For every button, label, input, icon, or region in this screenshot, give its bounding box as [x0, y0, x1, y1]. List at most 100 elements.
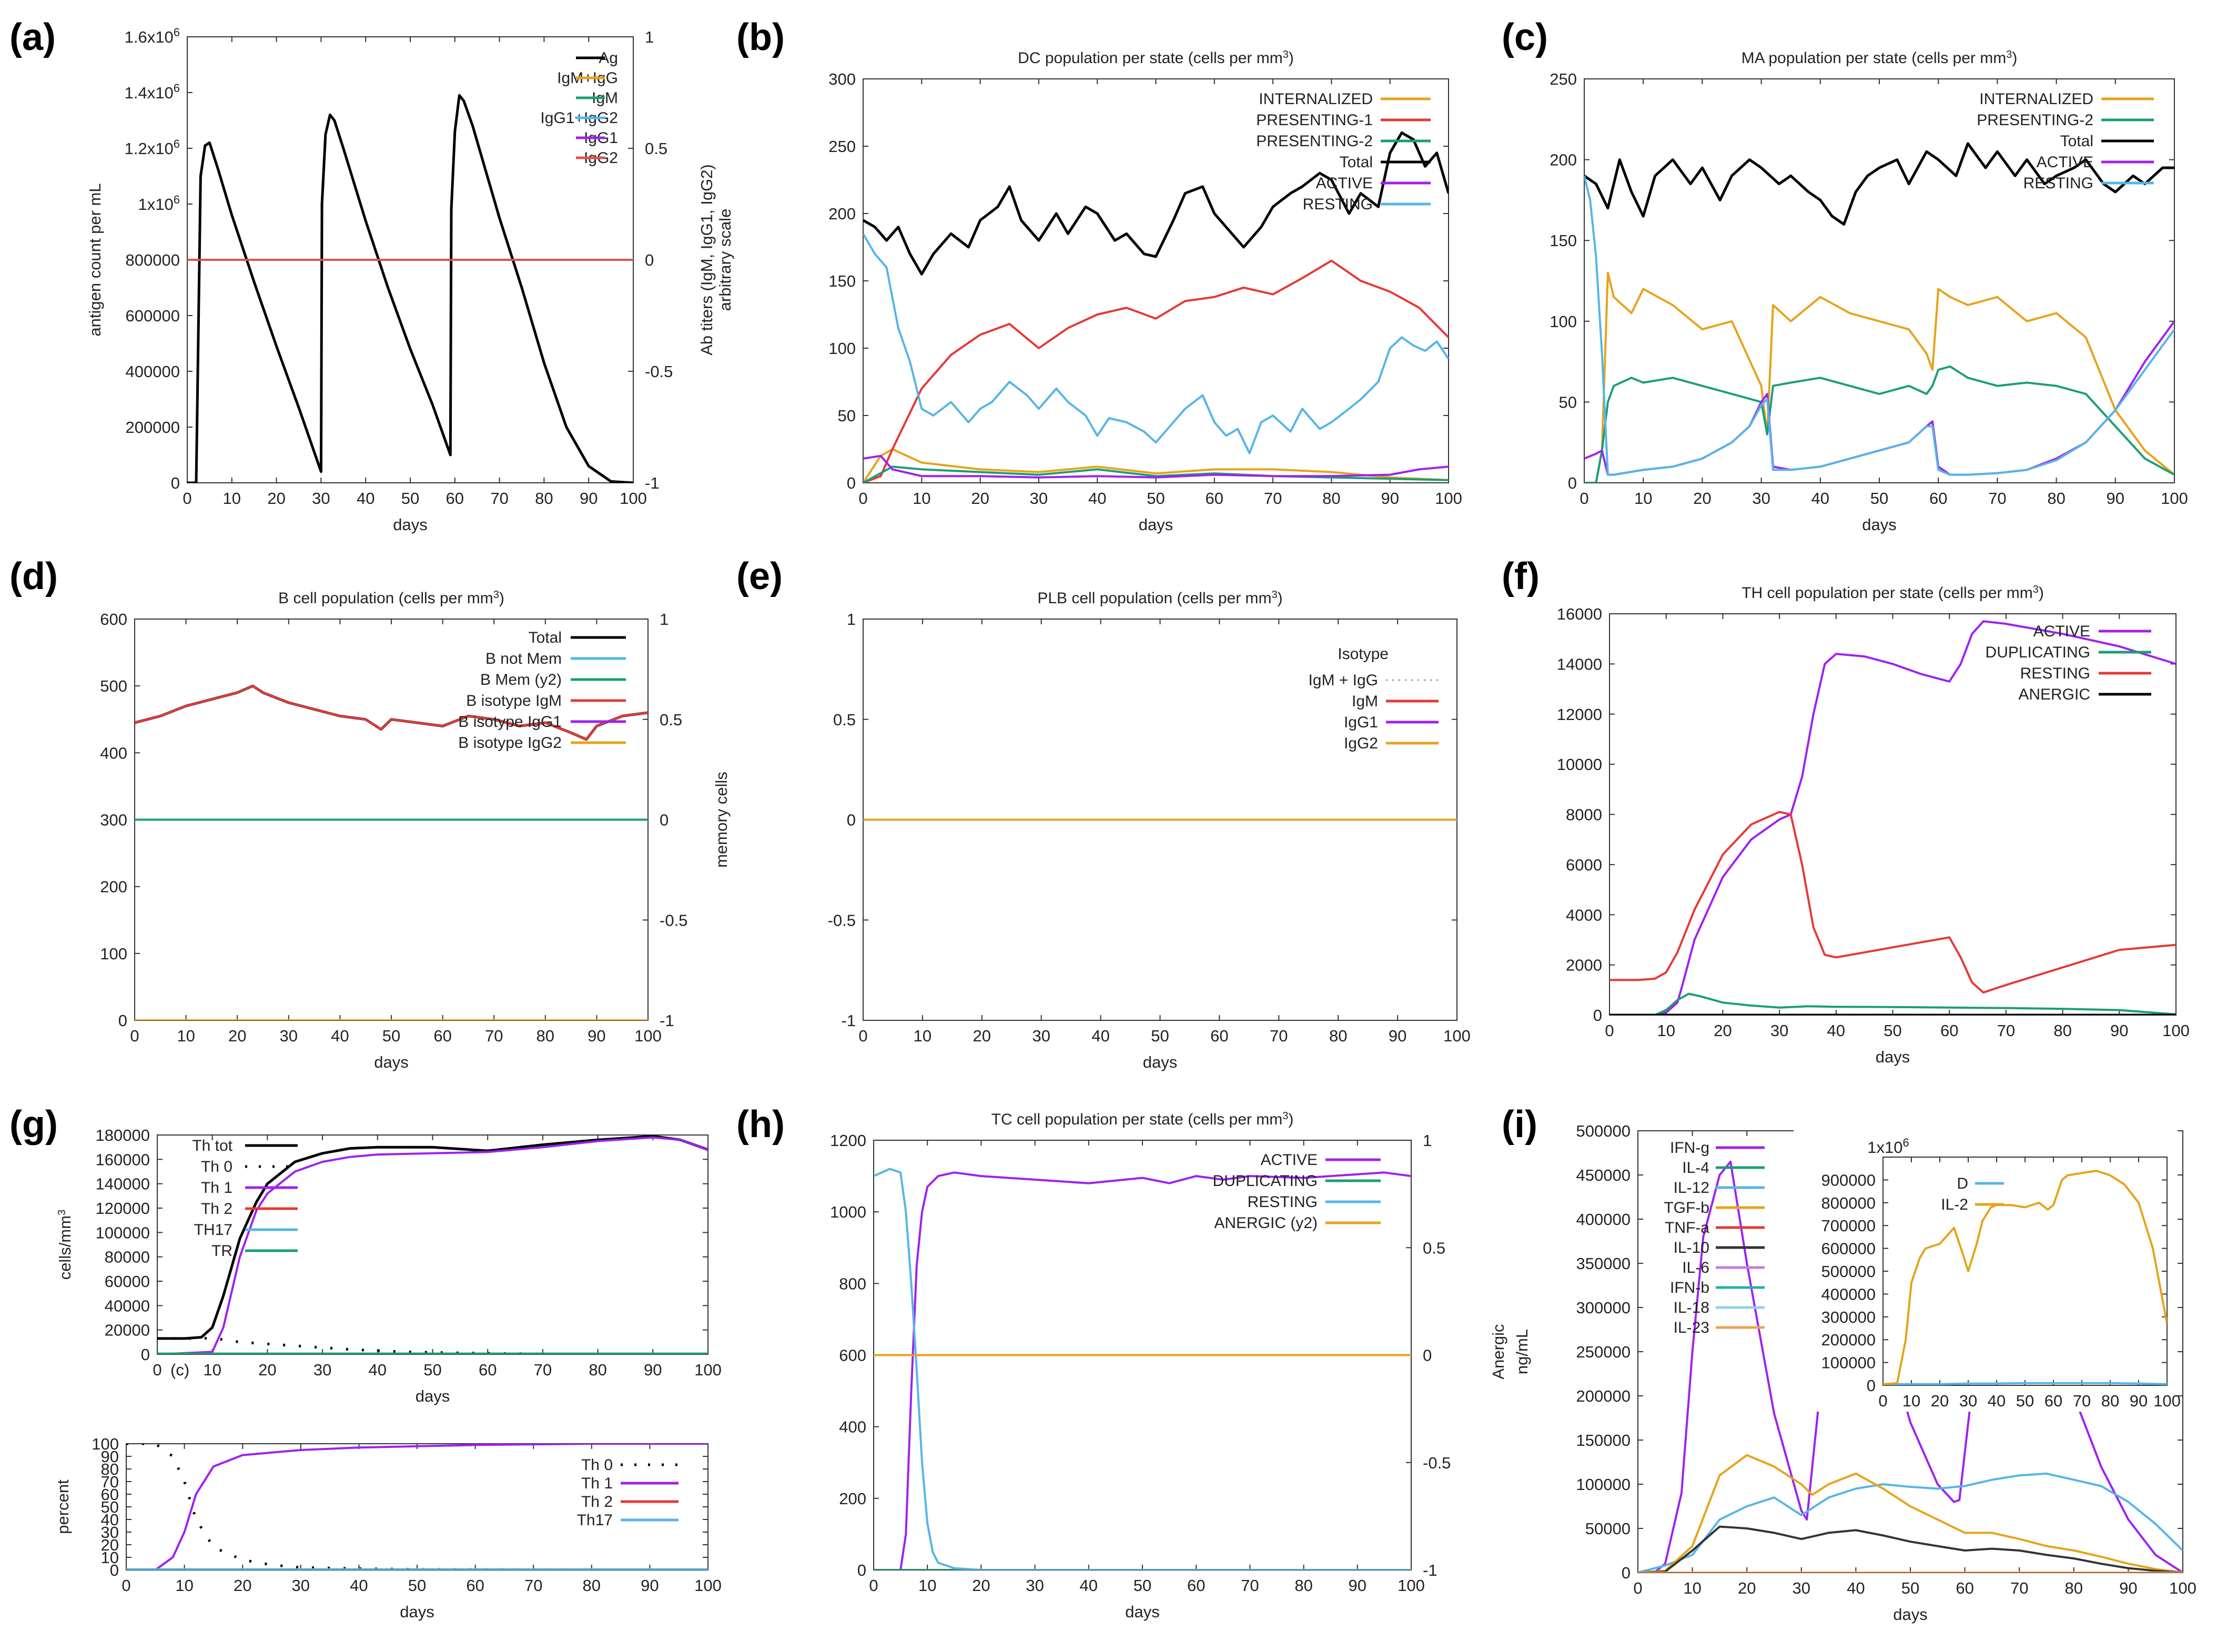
x-tick-label: 20 — [1738, 1579, 1756, 1597]
x-tick-label: 80 — [2065, 1579, 2083, 1597]
legend-label: DUPLICATING — [1213, 1172, 1318, 1190]
series-line-il-12 — [1638, 1472, 2183, 1573]
series-line-th-tot — [157, 1135, 708, 1340]
legend-label: INTERNALIZED — [1259, 90, 1373, 108]
legend-label: B isotype IgM — [466, 692, 562, 710]
panel-label-a: (a) — [9, 16, 56, 58]
y-tick-label: 700000 — [1821, 1217, 1876, 1235]
y-tick-label: 150 — [828, 272, 856, 290]
x-tick-label: 0 — [122, 1576, 130, 1595]
panel-c: (c) MA population per state (cells per mm… — [1502, 16, 2188, 534]
y-tick-label: 0 — [118, 1011, 127, 1030]
x-tick-label: 70 — [490, 489, 508, 508]
legend-label: Th tot — [192, 1137, 232, 1154]
x-tick-label: 40 — [357, 489, 374, 508]
legend-label: IgG2 — [1344, 735, 1378, 752]
series-line-internalized — [1584, 271, 2174, 483]
x-tick-label: 90 — [2110, 1021, 2128, 1040]
x-tick-label: 40 — [369, 1361, 387, 1379]
series-line-th-0 — [126, 1444, 708, 1570]
y-tick-label: 250 — [1550, 70, 1577, 88]
x-tick-label: 40 — [1080, 1576, 1098, 1595]
x-tick-label: 100 — [1443, 1027, 1471, 1045]
y-tick-label: 2000 — [1566, 956, 1602, 975]
x-tick-label: 100 — [2153, 1392, 2181, 1410]
x-tick-label: 20 — [267, 489, 285, 508]
y-tick-label: 160000 — [96, 1150, 150, 1169]
x-axis-label: days — [1893, 1605, 1927, 1624]
y-axis-label: antigen count per mL — [86, 183, 104, 336]
panel-i_inset: 0 10 20 30 40 50 60 70 80 90 100 0 100000 200000 30000… — [1821, 1136, 2181, 1410]
panel-e: (e) PLB cell population (cells per mm3) 0 1… — [736, 555, 1471, 1071]
y2-axis-label: memory cells — [712, 772, 731, 868]
y-tick-label: 70 — [101, 1473, 119, 1491]
series-line-total — [1584, 142, 2174, 226]
x-axis-label: days — [393, 515, 427, 534]
panel-label-b: (b) — [736, 16, 785, 58]
y-tick-label: 0 — [1622, 1564, 1631, 1582]
y-tick-label: 40000 — [105, 1296, 150, 1315]
legend-label: IgM — [1352, 693, 1378, 710]
y-tick-label: 0 — [847, 811, 856, 829]
x-tick-label: 90 — [644, 1361, 662, 1379]
panel-label-e: (e) — [736, 555, 783, 597]
legend-label: Th 1 — [581, 1475, 613, 1492]
x-axis-label: days — [1862, 515, 1896, 534]
y-tick-label: 250000 — [1576, 1343, 1631, 1361]
panel-label-f: (f) — [1502, 555, 1540, 597]
y-tick-label: 14000 — [1557, 655, 1602, 673]
x-axis-label: days — [400, 1603, 434, 1621]
legend-label: Th 0 — [201, 1158, 232, 1175]
x-axis-label: days — [1876, 1048, 1910, 1066]
x-tick-label: 20 — [973, 1027, 991, 1045]
y-tick-label: 6000 — [1566, 856, 1602, 874]
x-tick-label: 70 — [1264, 489, 1282, 508]
legend-label: IFN-b — [1670, 1279, 1709, 1296]
series-line-active — [874, 1171, 1411, 1570]
x-tick-label: 100 — [620, 489, 647, 508]
legend-label: ACTIVE — [2033, 623, 2090, 640]
legend-label: TNF-a — [1665, 1219, 1709, 1237]
x-tick-label: 0 — [1605, 1021, 1614, 1040]
x-tick-label: 0 — [130, 1027, 139, 1045]
x-tick-label: 70 — [2073, 1392, 2091, 1410]
y-tick-label: 0 — [1867, 1376, 1876, 1395]
x-tick-label: 90 — [641, 1576, 659, 1595]
y-tick-label: 400000 — [126, 362, 180, 381]
series-line-total — [863, 131, 1449, 276]
x-tick-label: 90 — [580, 489, 598, 508]
x-tick-label: 50 — [423, 1361, 441, 1379]
legend-label: Th17 — [577, 1512, 613, 1529]
x-tick-label: 10 — [914, 1027, 932, 1045]
x-tick-label: 90 — [588, 1027, 605, 1045]
legend-label: Th 2 — [581, 1493, 613, 1511]
y-tick-label: 1.4x106 — [125, 82, 180, 102]
y-tick-label: 120000 — [96, 1199, 150, 1218]
y-tick-label: 10 — [101, 1548, 119, 1567]
legend-label: RESTING — [1303, 196, 1373, 213]
panel-h: (h) TC cell population per state (cells p… — [736, 1103, 1451, 1621]
legend-label: Th 1 — [201, 1179, 232, 1197]
y-tick-label: 0 — [857, 1561, 866, 1579]
y-tick-label: 12000 — [1557, 705, 1602, 724]
y-tick-label: 0 — [141, 1345, 150, 1364]
x-tick-label: 50 — [408, 1576, 426, 1595]
legend-label: B Mem (y2) — [480, 671, 562, 688]
x-tick-label: 0 — [858, 489, 867, 508]
panel-d: (d)B cell population (cells per mm3)0 10 2… — [9, 555, 731, 1071]
x-tick-label: 0 — [1633, 1579, 1642, 1597]
y-tick-label: 400000 — [1576, 1210, 1631, 1229]
y-tick-label: 300000 — [1576, 1299, 1631, 1317]
legend-label: TR — [211, 1242, 232, 1260]
y-tick-label: 50 — [1559, 393, 1577, 411]
x-tick-label: 80 — [2047, 489, 2065, 508]
series-line-d — [1883, 1382, 2167, 1385]
legend-label: Th 0 — [581, 1456, 613, 1474]
x-tick-label: 80 — [2053, 1021, 2071, 1040]
legend-title: Isotype — [1338, 645, 1389, 663]
x-tick-label: 60 — [479, 1361, 497, 1379]
series-line-ag — [187, 94, 633, 483]
y-tick-label: 200000 — [126, 418, 180, 437]
y-tick-label: 200 — [1550, 151, 1577, 169]
y-tick-label: 200 — [839, 1489, 866, 1508]
